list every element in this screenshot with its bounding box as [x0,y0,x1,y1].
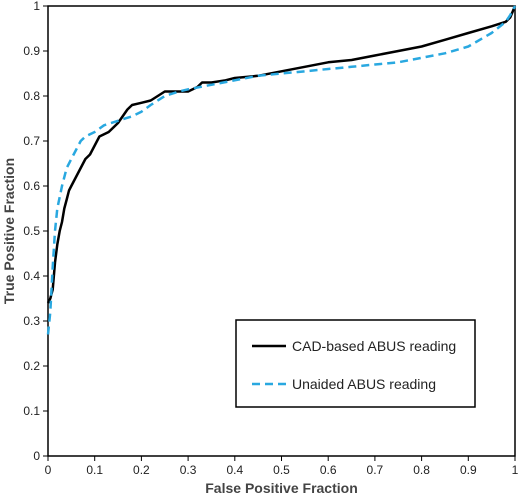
x-tick-label: 0.1 [86,463,103,477]
legend-box [235,319,476,408]
x-tick-label: 0.6 [320,463,337,477]
y-tick-label: 0.6 [23,179,40,193]
x-tick-label: 0.3 [180,463,197,477]
x-tick-label: 0.7 [367,463,384,477]
x-tick-label: 1 [512,463,519,477]
legend-label-unaided: Unaided ABUS reading [292,376,436,392]
y-tick-label: 0.8 [23,89,40,103]
y-axis: 0 0.1 0.2 0.3 0.4 0.5 0.6 0.7 0.8 0.9 1 [23,0,48,463]
y-axis-title: True Positive Fraction [1,158,17,304]
series-line-unaided [46,5,517,335]
y-tick-label: 0.9 [23,44,40,58]
y-tick-label: 0.4 [23,269,40,283]
y-tick-label: 0.5 [23,224,40,238]
x-tick-label: 0.5 [273,463,290,477]
y-tick-label: 1 [33,0,40,13]
x-axis-title: False Positive Fraction [205,480,358,496]
y-tick-label: 0.1 [23,404,40,418]
x-tick-label: 0 [45,463,52,477]
y-tick-label: 0.7 [23,134,40,148]
x-tick-label: 0.9 [460,463,477,477]
series-line-cad [46,5,517,304]
x-axis: 0 0.1 0.2 0.3 0.4 0.5 0.6 0.7 0.8 0.9 1 [45,456,519,477]
x-tick-label: 0.4 [226,463,243,477]
y-tick-label: 0.2 [23,359,40,373]
y-tick-label: 0 [33,449,40,463]
x-tick-label: 0.8 [413,463,430,477]
series-lines [46,5,517,335]
legend: CAD-based ABUS reading Unaided ABUS read… [235,319,476,408]
x-tick-label: 0.2 [133,463,150,477]
legend-label-cad: CAD-based ABUS reading [292,338,456,354]
y-tick-label: 0.3 [23,314,40,328]
